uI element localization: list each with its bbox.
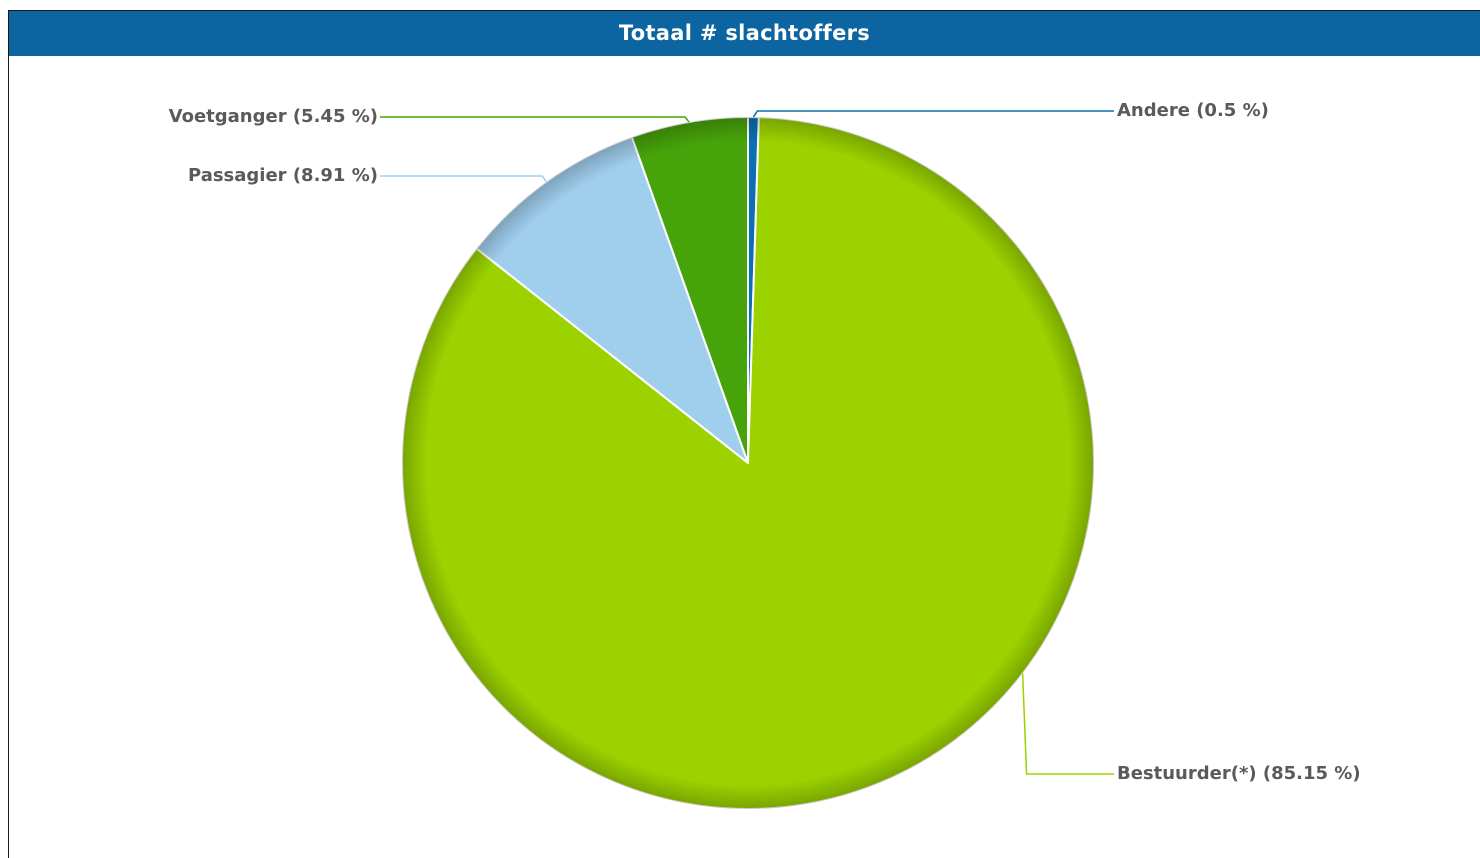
label-connector: [380, 175, 547, 183]
slice-labels: Andere (0.5 %) Bestuurder(*) (85.15 %) Pas…: [169, 100, 1361, 784]
slice-label: Voetganger (5.45 %): [169, 106, 378, 127]
slice-label: Andere (0.5 %): [1117, 100, 1269, 121]
label-connector: [752, 110, 1114, 118]
label-connector: [1021, 673, 1114, 775]
chart-title: Totaal # slachtoffers: [9, 11, 1480, 56]
label-connector: [380, 116, 690, 123]
label-connectors: [380, 110, 1114, 775]
pie-slices: [401, 116, 1095, 810]
slice-label: Passagier (8.91 %): [188, 165, 378, 186]
slice-label: Bestuurder(*) (85.15 %): [1117, 763, 1361, 784]
